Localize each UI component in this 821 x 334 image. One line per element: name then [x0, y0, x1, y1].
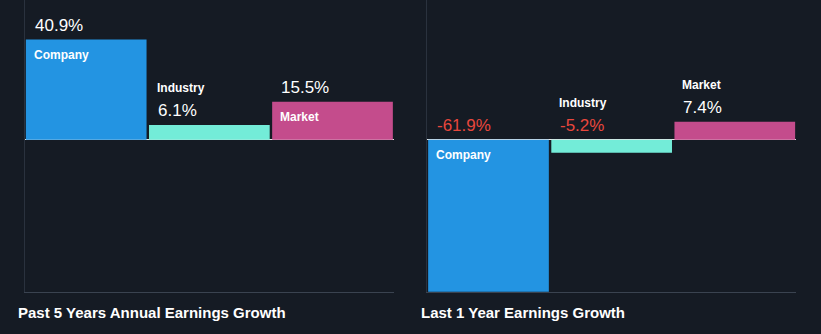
svg-text:Industry: Industry [157, 81, 205, 95]
svg-text:7.4%: 7.4% [683, 98, 722, 117]
svg-text:6.1%: 6.1% [158, 101, 197, 120]
svg-text:Market: Market [682, 78, 721, 92]
svg-text:-61.9%: -61.9% [437, 116, 491, 135]
svg-text:Industry: Industry [559, 96, 607, 110]
svg-text:Last 1 Year Earnings Growth: Last 1 Year Earnings Growth [421, 304, 625, 321]
svg-text:Market: Market [280, 110, 319, 124]
svg-text:Past 5 Years Annual Earnings G: Past 5 Years Annual Earnings Growth [18, 304, 286, 321]
svg-text:Company: Company [34, 48, 89, 62]
svg-text:Company: Company [436, 148, 491, 162]
svg-text:-5.2%: -5.2% [560, 116, 604, 135]
svg-text:40.9%: 40.9% [35, 16, 83, 35]
svg-text:15.5%: 15.5% [281, 78, 329, 97]
